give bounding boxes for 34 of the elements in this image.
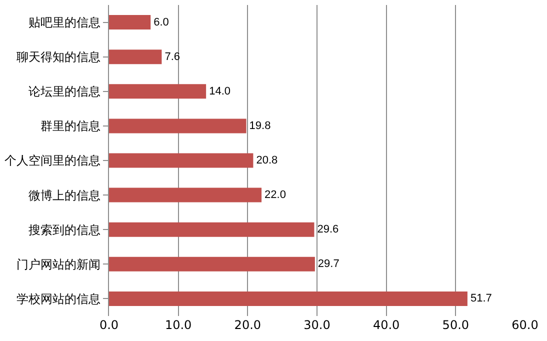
data-label: 51.7 [470,292,492,305]
y-tick-label: 学校网站的信息 [16,292,101,306]
x-tick-label: 10.0 [164,318,192,332]
x-tick-label: 0.0 [99,318,119,332]
y-tick-label: 门户网站的新闻 [16,257,101,272]
y-tick-label: 个人空间里的信息 [4,154,101,168]
x-tick-label: 60.0 [512,318,538,332]
y-tick-label: 论坛里的信息 [28,84,101,99]
bar [109,188,262,202]
data-label: 29.7 [318,258,340,270]
bar [109,118,246,134]
data-label: 7.6 [164,50,180,63]
bar [109,291,468,306]
y-tick-label: 搜索到的信息 [28,222,101,237]
data-label: 19.8 [249,120,271,132]
data-label: 14.0 [209,85,230,98]
y-tick-label: 群里的信息 [40,119,101,134]
x-tick-label: 40.0 [372,318,400,332]
data-label: 6.0 [154,16,169,28]
x-tick-label: 30.0 [304,318,330,332]
y-tick-label: 聊天得知的信息 [16,50,101,64]
x-tick-label: 50.0 [442,318,470,332]
y-tick-label: 微博上的信息 [28,188,101,202]
bar [109,222,314,237]
x-tick-label: 20.0 [234,318,262,332]
bar [109,15,151,30]
bar [109,256,315,272]
bar [109,50,162,64]
data-label: 20.8 [256,154,278,166]
data-label: 29.6 [317,224,339,236]
y-tick-label: 贴吧里的信息 [28,15,101,30]
bar [109,153,254,168]
data-label: 22.0 [264,189,286,202]
bar [109,84,206,99]
